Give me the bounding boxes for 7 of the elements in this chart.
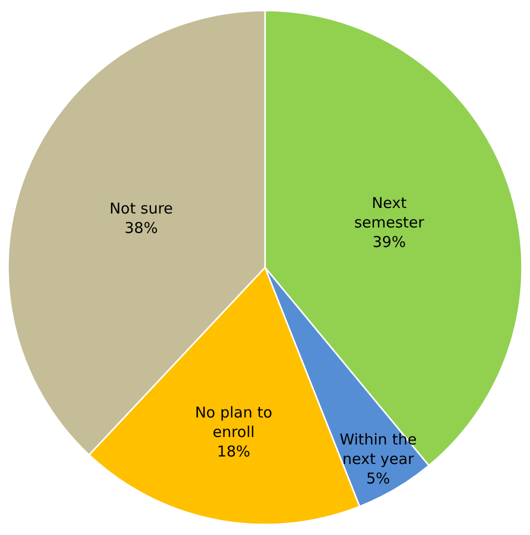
slice-label: Not sure bbox=[109, 200, 173, 218]
data-label: 5% bbox=[366, 469, 390, 488]
slice-label: Next semester bbox=[354, 194, 425, 232]
slice-label: No plan to enroll bbox=[194, 403, 272, 441]
data-label: 18% bbox=[216, 442, 250, 460]
data-label: 39% bbox=[372, 233, 406, 252]
data-label: 38% bbox=[124, 219, 158, 238]
